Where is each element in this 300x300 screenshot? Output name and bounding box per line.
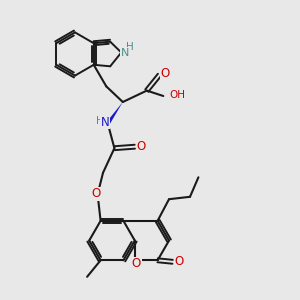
Text: H: H	[126, 42, 134, 52]
Text: O: O	[175, 255, 184, 268]
Text: O: O	[136, 140, 146, 153]
Text: N: N	[121, 47, 129, 58]
Text: O: O	[160, 67, 170, 80]
Text: N: N	[100, 116, 109, 129]
Text: OH: OH	[169, 90, 185, 100]
Text: H: H	[95, 116, 103, 127]
Text: O: O	[92, 187, 101, 200]
Text: O: O	[132, 257, 141, 270]
Polygon shape	[106, 102, 123, 125]
